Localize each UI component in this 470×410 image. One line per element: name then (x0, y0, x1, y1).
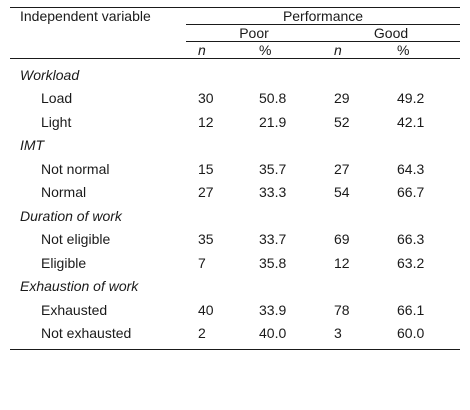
table-row: Not normal 15 35.7 27 64.3 (10, 157, 460, 181)
poor-n-cell: 27 (198, 184, 214, 201)
group-title: Exhaustion of work (20, 278, 139, 295)
table-group-row: IMT (10, 134, 460, 158)
poor-percent-cell: 35.7 (259, 160, 287, 177)
empty-cell (186, 59, 247, 87)
table-header: Independent variable Performance Poor Go… (10, 7, 461, 59)
poor-percent-header: % (247, 41, 322, 59)
row-label: Exhausted (41, 301, 108, 318)
good-n-cell: 29 (334, 90, 350, 107)
good-percent-cell: 66.1 (397, 301, 425, 318)
good-percent-cell: 49.2 (397, 90, 425, 107)
table-row: Exhausted 40 33.9 78 66.1 (10, 298, 460, 322)
good-percent-cell: 64.3 (397, 160, 425, 177)
empty-cell (322, 275, 385, 299)
good-n-cell: 78 (334, 301, 350, 318)
poor-percent-cell: 35.8 (259, 254, 287, 271)
table-row: Load 30 50.8 29 49.2 (10, 87, 460, 111)
empty-cell (385, 204, 460, 228)
empty-cell (322, 59, 385, 87)
poor-percent-cell: 33.3 (259, 184, 287, 201)
poor-n-cell: 7 (198, 254, 206, 271)
table-group-row: Exhaustion of work (10, 275, 460, 299)
row-label: Load (41, 90, 73, 107)
good-n-cell: 12 (334, 254, 350, 271)
good-percent-cell: 66.7 (397, 184, 425, 201)
good-n-cell: 3 (322, 321, 385, 350)
good-percent-header: % (385, 41, 461, 59)
table-group-row: Duration of work (10, 204, 460, 228)
poor-n-cell: 30 (198, 90, 214, 107)
poor-n-header: n (186, 41, 247, 59)
poor-n-cell: 15 (198, 160, 214, 177)
poor-percent-cell: 40.0 (247, 321, 322, 350)
poor-n-cell: 2 (186, 321, 247, 350)
performance-table-container: Independent variable Performance Poor Go… (10, 7, 461, 350)
empty-cell (385, 134, 460, 158)
poor-n-cell: 12 (198, 113, 214, 130)
empty-header-cell (10, 41, 186, 59)
empty-cell (186, 204, 247, 228)
table-body: Workload Load 30 50.8 29 49.2 Light 12 21.9 52 42.… (10, 59, 461, 350)
empty-cell (322, 204, 385, 228)
good-n-cell: 27 (334, 160, 350, 177)
poor-percent-cell: 33.7 (259, 231, 287, 248)
poor-percent-cell: 50.8 (259, 90, 287, 107)
table-group-row: Workload (10, 59, 460, 87)
empty-cell (322, 134, 385, 158)
poor-percent-cell: 33.9 (259, 301, 287, 318)
group-title: Duration of work (20, 207, 122, 224)
group-title: Workload (20, 66, 80, 83)
empty-cell (247, 59, 322, 87)
table-row: Not exhausted 2 40.0 3 60.0 (10, 321, 461, 350)
empty-header-cell (10, 25, 186, 42)
good-n-cell: 52 (334, 113, 350, 130)
good-percent-cell: 60.0 (385, 321, 461, 350)
table-row: Eligible 7 35.8 12 63.2 (10, 251, 460, 275)
good-n-header: n (322, 41, 385, 59)
empty-cell (186, 134, 247, 158)
empty-cell (247, 204, 322, 228)
good-percent-cell: 66.3 (397, 231, 425, 248)
row-label: Not exhausted (10, 321, 186, 350)
table-row: Light 12 21.9 52 42.1 (10, 110, 460, 134)
empty-cell (186, 275, 247, 299)
empty-cell (385, 275, 460, 299)
good-percent-cell: 63.2 (397, 254, 425, 271)
row-label: Eligible (41, 254, 87, 271)
poor-percent-cell: 21.9 (259, 113, 287, 130)
group-title: IMT (20, 137, 45, 154)
good-header: Good (322, 24, 461, 42)
good-percent-cell: 42.1 (397, 113, 425, 130)
poor-n-cell: 40 (198, 301, 214, 318)
performance-header: Performance (186, 7, 461, 25)
row-label: Light (41, 113, 72, 130)
row-label: Normal (41, 184, 87, 201)
table-row: Not eligible 35 33.7 69 66.3 (10, 228, 460, 252)
empty-cell (247, 275, 322, 299)
performance-table: Independent variable Performance Poor Go… (10, 7, 461, 350)
poor-n-cell: 35 (198, 231, 214, 248)
empty-cell (247, 134, 322, 158)
poor-header: Poor (186, 24, 322, 42)
row-label: Not normal (41, 160, 110, 177)
good-n-cell: 54 (334, 184, 350, 201)
good-n-cell: 69 (334, 231, 350, 248)
independent-variable-header: Independent variable (10, 7, 186, 25)
empty-cell (385, 59, 460, 87)
table-row: Normal 27 33.3 54 66.7 (10, 181, 460, 205)
row-label: Not eligible (41, 231, 111, 248)
